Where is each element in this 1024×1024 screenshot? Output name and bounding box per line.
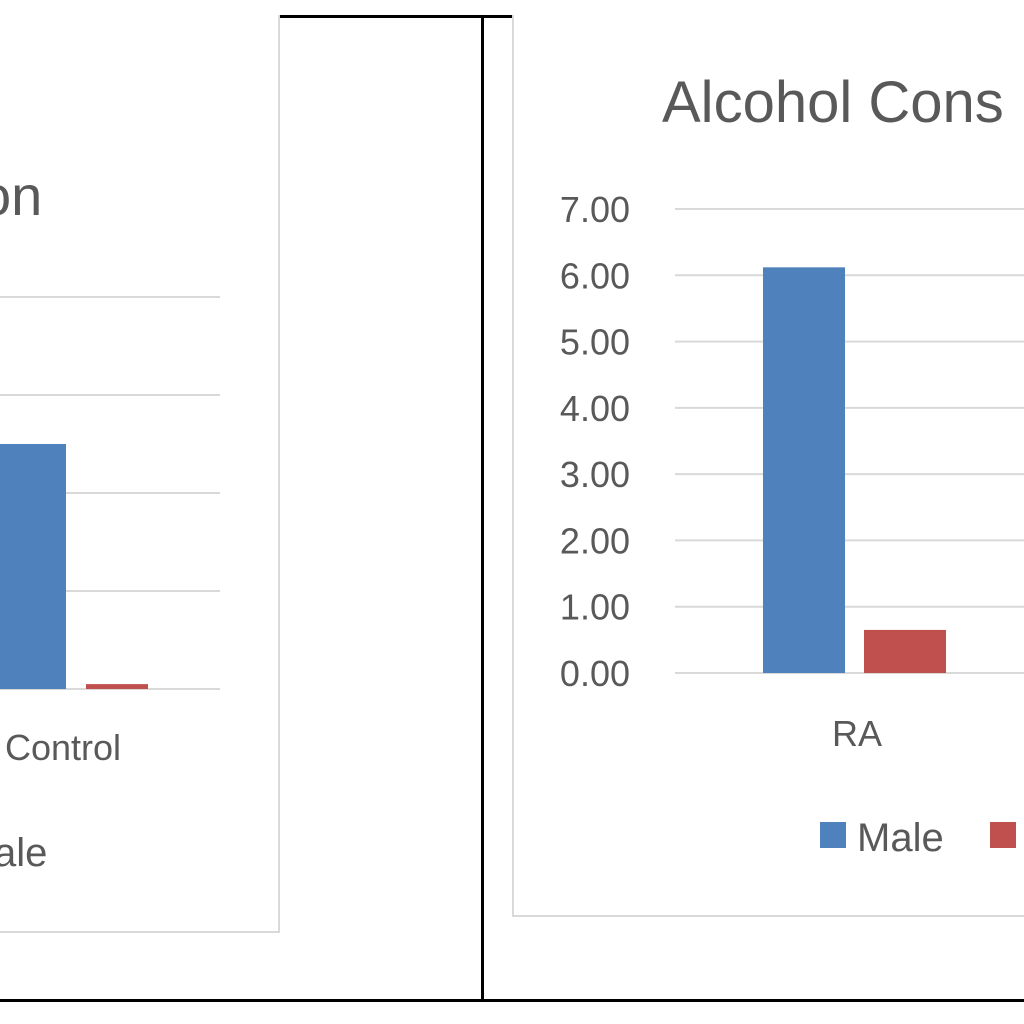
- legend-swatch-series-2: [990, 822, 1016, 848]
- left-bars: [0, 444, 148, 689]
- right-legend: Male: [820, 816, 1016, 860]
- y-tick-label: 5.00: [560, 322, 630, 363]
- left-chart: on Control ale: [0, 164, 220, 875]
- left-chart-title: on: [0, 164, 42, 227]
- left-legend-label: ale: [0, 831, 47, 875]
- y-tick-label: 6.00: [560, 255, 630, 296]
- y-tick-label: 2.00: [560, 520, 630, 561]
- right-chart-title: Alcohol Cons: [662, 70, 1004, 135]
- left-bar-series-2: [86, 684, 148, 689]
- legend-swatch-male: [820, 822, 846, 848]
- y-tick-label: 7.00: [560, 189, 630, 230]
- right-chart: Alcohol Cons 0.00 1.00 2.00 3.00 4.00 5.00 6.0…: [560, 70, 1024, 860]
- y-tick-label: 0.00: [560, 653, 630, 694]
- panel-divider: [481, 15, 484, 1002]
- y-tick-label: 4.00: [560, 388, 630, 429]
- legend-label-male: Male: [857, 816, 944, 860]
- left-bar-series-1: [0, 444, 66, 689]
- bar-male: [763, 267, 845, 673]
- right-bars: [763, 267, 946, 673]
- bar-series-2: [864, 629, 946, 673]
- y-tick-label: 3.00: [560, 454, 630, 495]
- right-category-label: RA: [832, 713, 882, 754]
- right-y-axis-ticks: 0.00 1.00 2.00 3.00 4.00 5.00 6.00 7.00: [560, 189, 630, 694]
- y-tick-label: 1.00: [560, 587, 630, 628]
- right-gridlines: [675, 208, 1024, 674]
- left-category-label: Control: [5, 727, 121, 768]
